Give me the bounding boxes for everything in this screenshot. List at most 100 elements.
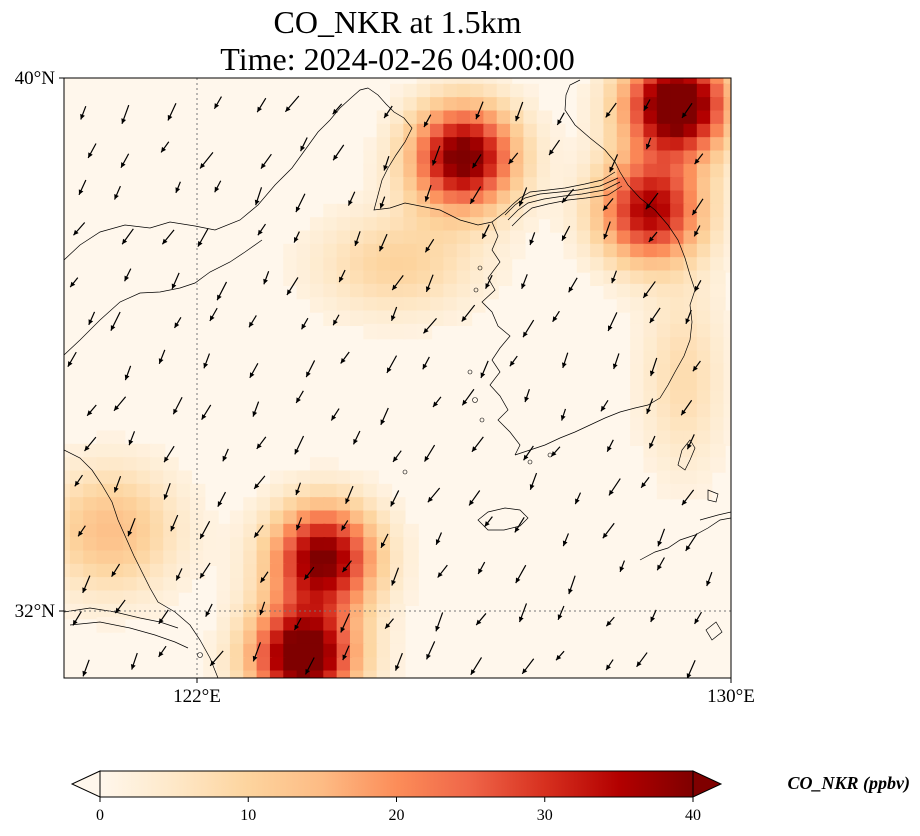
concentration-cell <box>309 270 326 286</box>
concentration-cell <box>336 497 353 513</box>
concentration-cell <box>696 470 713 486</box>
concentration-cell <box>590 110 606 126</box>
concentration-cell <box>203 550 219 566</box>
concentration-cell <box>296 617 313 633</box>
concentration-cell <box>616 257 633 273</box>
concentration-cell <box>656 443 673 460</box>
wind-arrow <box>74 474 83 487</box>
lat-label-40N: 40°N <box>15 68 56 89</box>
concentration-cell <box>630 150 646 166</box>
concentration-cell <box>403 217 419 233</box>
concentration-cell <box>550 203 566 220</box>
concentration-cell <box>216 617 233 633</box>
wind-arrow <box>295 390 304 404</box>
concentration-cell <box>189 523 206 540</box>
concentration-cell <box>603 110 619 126</box>
wind-arrow <box>685 533 698 552</box>
concentration-cell <box>656 377 673 393</box>
concentration-cell <box>670 217 686 233</box>
concentration-cell <box>696 230 713 246</box>
concentration-cell <box>656 83 673 100</box>
colorbar-extend-min <box>70 770 101 798</box>
concentration-cell <box>269 577 286 593</box>
wind-arrow <box>332 103 343 115</box>
wind-arrow <box>475 101 484 120</box>
concentration-cell <box>309 457 326 473</box>
concentration-cell <box>510 217 526 233</box>
concentration-cell <box>69 577 86 593</box>
wind-arrow <box>471 436 484 453</box>
concentration-cell <box>349 537 366 553</box>
concentration-cell <box>269 563 286 580</box>
concentration-cell <box>470 230 486 246</box>
concentration-cell <box>710 283 726 300</box>
concentration-cell <box>336 270 353 286</box>
concentration-cell <box>349 297 366 313</box>
concentration-cell <box>523 83 539 100</box>
concentration-cell <box>670 390 686 406</box>
wind-arrow <box>69 277 79 288</box>
wind-arrow <box>284 95 300 113</box>
concentration-cell <box>136 550 153 566</box>
concentration-cell <box>390 323 406 340</box>
concentration-cell <box>710 123 726 140</box>
concentration-cell <box>349 577 366 593</box>
concentration-cell <box>296 630 313 646</box>
concentration-cell <box>683 390 699 406</box>
concentration-cell <box>696 430 713 446</box>
concentration-cell <box>430 190 446 206</box>
concentration-cell <box>64 577 72 593</box>
concentration-cell <box>576 97 593 113</box>
concentration-cell <box>470 243 486 260</box>
concentration-cell <box>323 657 339 673</box>
wind-arrow <box>82 575 91 594</box>
wind-arrow <box>508 152 519 165</box>
colorbar-label: CO_NKR (ppbv) <box>788 773 911 794</box>
concentration-cell <box>216 657 233 673</box>
wind-arrow <box>161 229 175 245</box>
concentration-cell <box>430 270 446 286</box>
concentration-cell <box>216 563 233 580</box>
wind-arrow <box>560 408 567 421</box>
concentration-cell <box>283 630 299 646</box>
concentration-cell <box>443 243 459 260</box>
wind-arrow <box>303 566 315 581</box>
wind-arrow <box>605 659 614 671</box>
concentration-cell <box>430 203 446 220</box>
concentration-cell <box>630 123 646 140</box>
concentration-cell <box>710 363 726 380</box>
wind-arrow <box>555 650 565 661</box>
concentration-cell <box>643 177 659 193</box>
concentration-cell <box>296 577 313 593</box>
concentration-cell <box>203 537 219 553</box>
wind-arrow <box>432 396 442 408</box>
concentration-cell <box>696 203 713 220</box>
concentration-cell <box>683 430 699 446</box>
concentration-cell <box>349 283 366 300</box>
concentration-cell <box>123 537 139 553</box>
concentration-cell <box>283 617 299 633</box>
concentration-cell <box>630 163 646 180</box>
wind-arrow <box>199 562 211 579</box>
wind-arrow <box>216 281 228 301</box>
concentration-cell <box>456 123 473 140</box>
concentration-cell <box>283 550 299 566</box>
concentration-cell <box>656 217 673 233</box>
concentration-cell <box>69 590 86 606</box>
concentration-cell <box>630 363 646 380</box>
concentration-cell <box>376 670 393 678</box>
concentration-cell <box>670 430 686 446</box>
concentration-cell <box>710 190 726 206</box>
concentration-cell <box>456 150 473 166</box>
concentration-cell <box>616 243 633 260</box>
wind-arrow <box>524 388 530 403</box>
concentration-cell <box>496 230 513 246</box>
concentration-cell <box>349 523 366 540</box>
concentration-cell <box>243 577 259 593</box>
concentration-cell <box>363 497 379 513</box>
concentration-cell <box>723 430 731 446</box>
concentration-cell <box>670 257 686 273</box>
concentration-cell <box>390 670 406 678</box>
concentration-cell <box>603 150 619 166</box>
concentration-cell <box>496 257 513 273</box>
